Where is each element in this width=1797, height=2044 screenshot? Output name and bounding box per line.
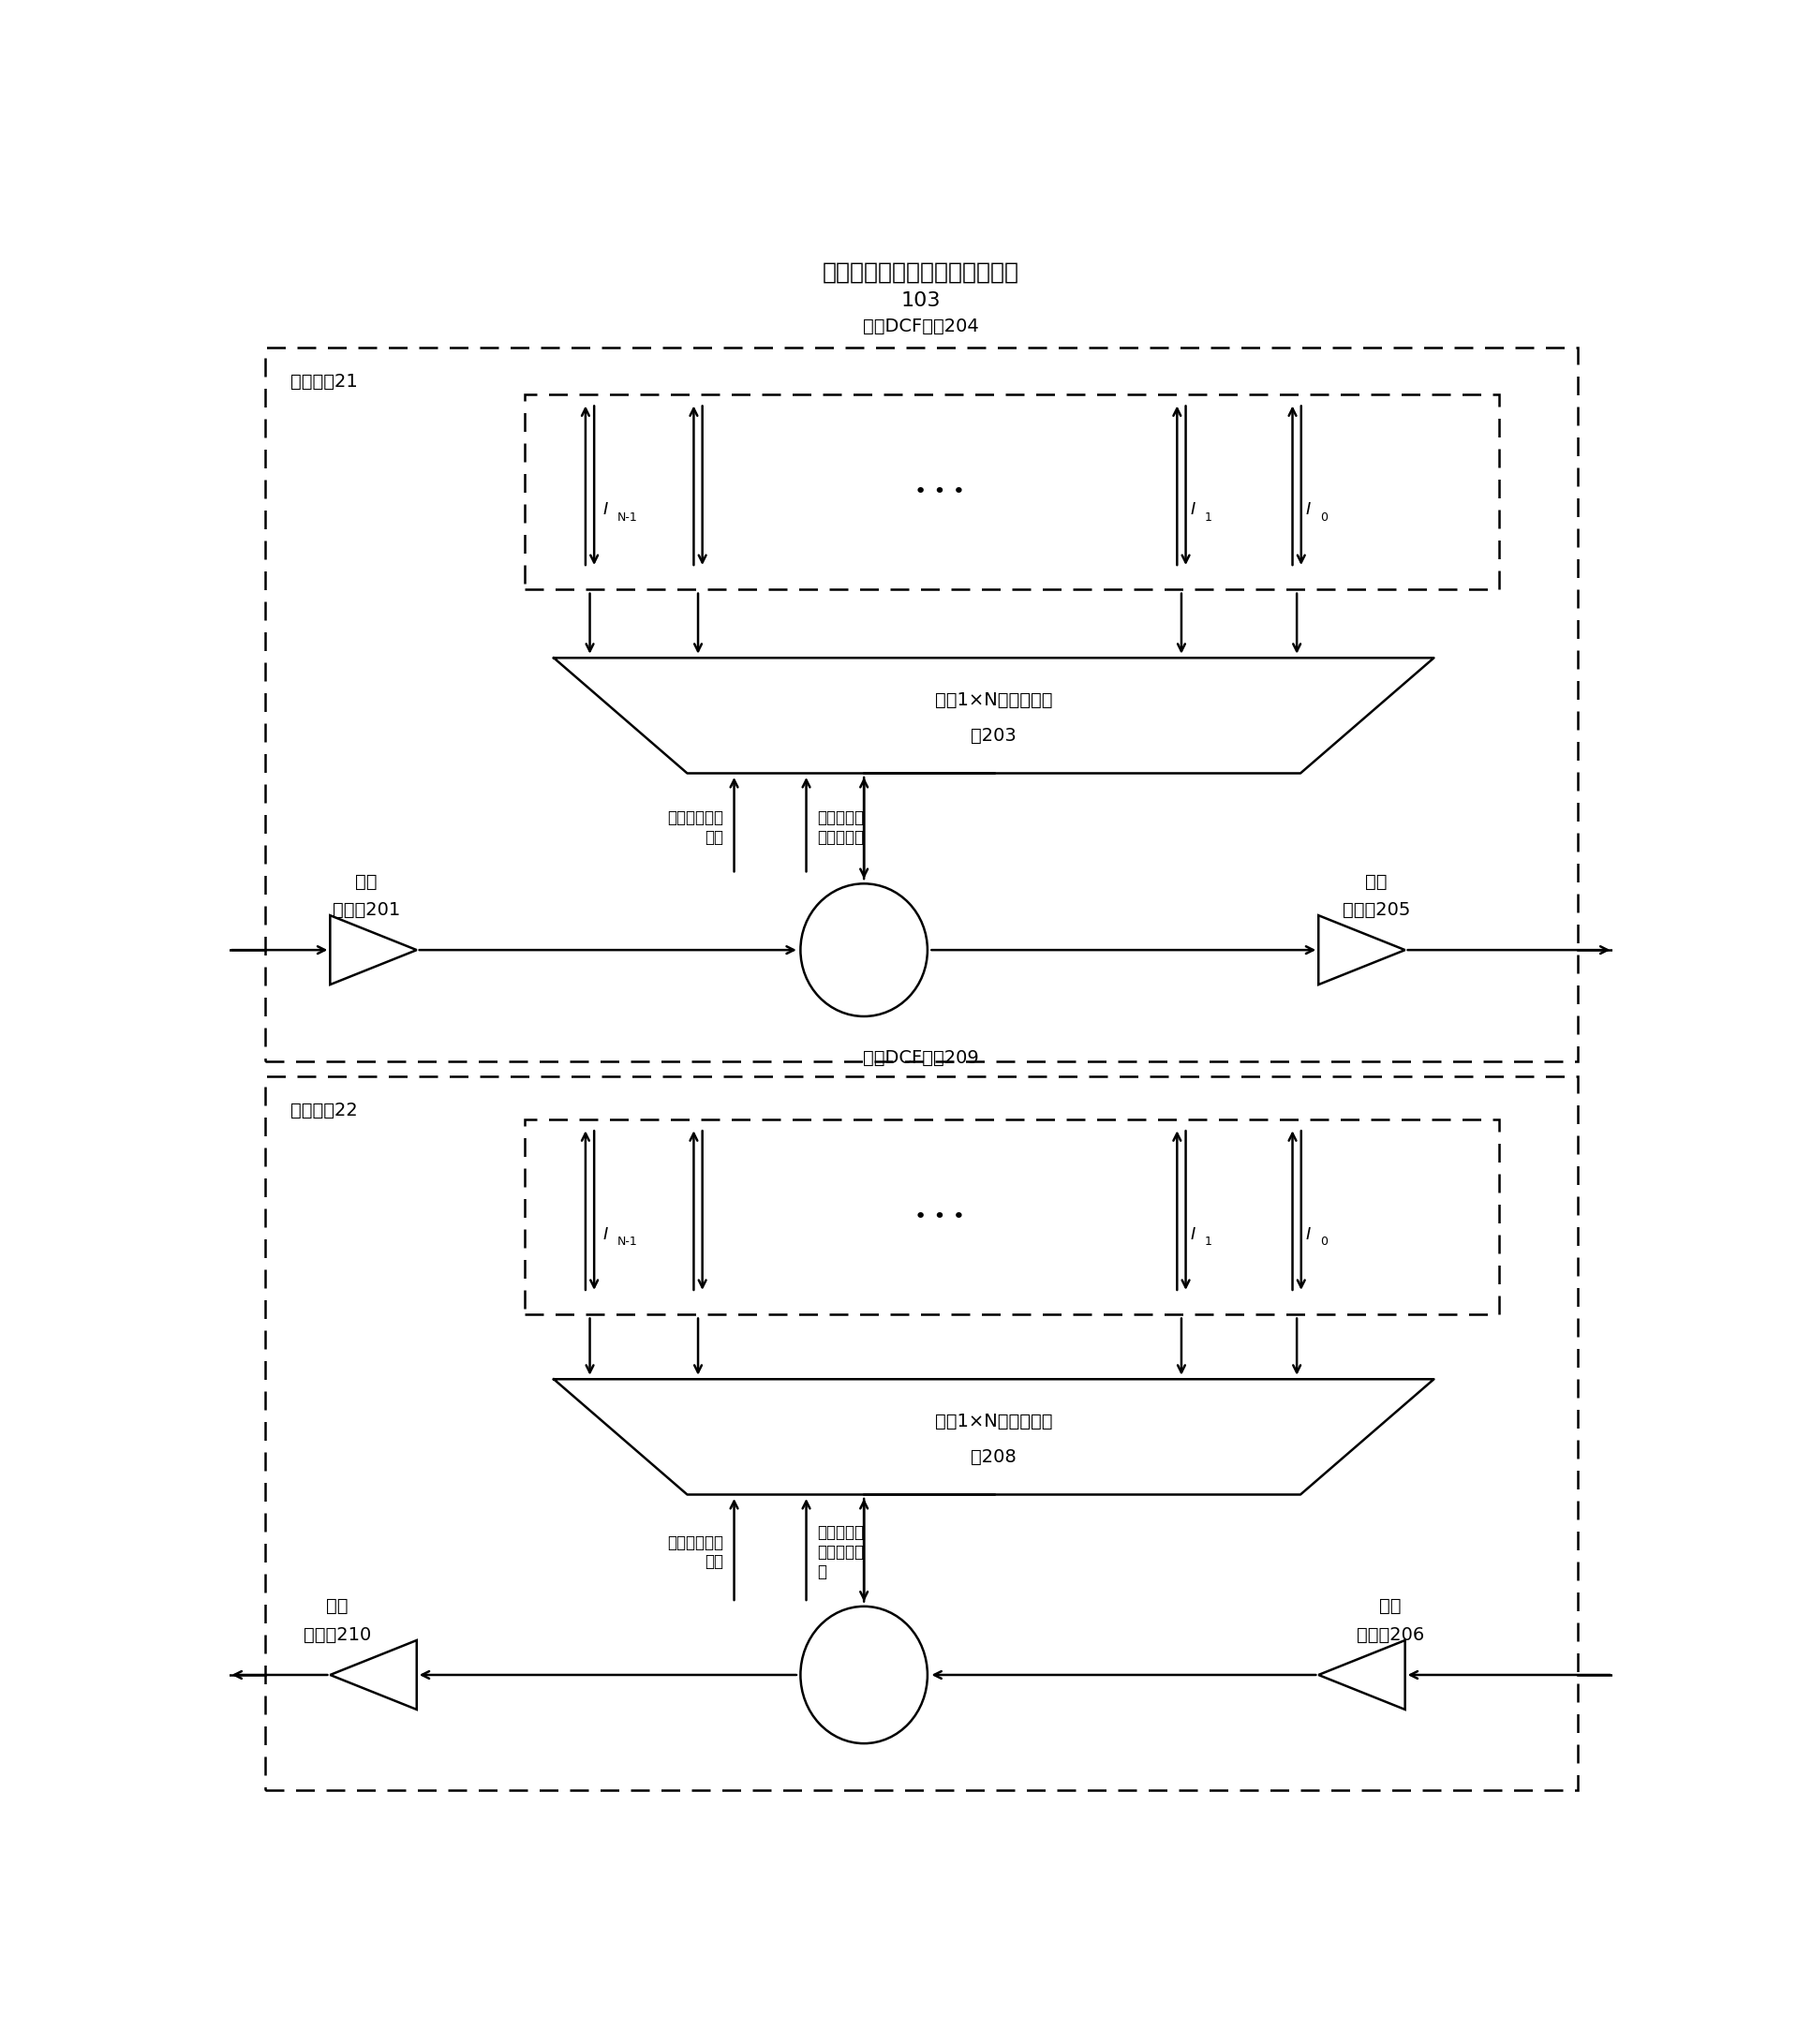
Text: 第一: 第一 (356, 873, 377, 891)
Text: 0: 0 (1321, 1237, 1328, 1249)
Text: 下行光纤拉远
距离: 下行光纤拉远 距离 (667, 1535, 722, 1570)
Text: 上行光纤拉远
距离: 上行光纤拉远 距离 (667, 809, 722, 846)
Text: 第二DCF阵列209: 第二DCF阵列209 (863, 1049, 979, 1067)
Text: N-1: N-1 (616, 511, 638, 523)
Text: 关208: 关208 (970, 1447, 1017, 1466)
Bar (266, 1077, 1578, 1791)
Bar (525, 1120, 1499, 1314)
Text: 1: 1 (1204, 1237, 1211, 1249)
Text: 第二环形: 第二环形 (845, 1643, 884, 1660)
Text: I: I (1305, 501, 1310, 519)
Text: 放大器206: 放大器206 (1357, 1627, 1425, 1643)
Text: 关203: 关203 (970, 728, 1017, 744)
Bar (525, 394, 1499, 589)
Text: I: I (1190, 1226, 1195, 1243)
Text: 放大器210: 放大器210 (304, 1627, 372, 1643)
Text: 第一1×N波长选择开: 第一1×N波长选择开 (934, 691, 1053, 709)
Text: 第二1×N波长选择开: 第二1×N波长选择开 (934, 1412, 1053, 1431)
Text: 下行波长信
道的光谱功
率: 下行波长信 道的光谱功 率 (818, 1525, 864, 1580)
Polygon shape (331, 1639, 417, 1709)
Text: I: I (1190, 501, 1195, 519)
Text: 第三: 第三 (1380, 1598, 1402, 1615)
Polygon shape (1319, 916, 1405, 985)
Polygon shape (331, 916, 417, 985)
Text: 拉远信道光纤色散功率均衡模块: 拉远信道光纤色散功率均衡模块 (823, 262, 1019, 284)
Text: 上行波长信
道的光功率: 上行波长信 道的光功率 (818, 809, 864, 846)
Text: 器: 器 (859, 1672, 870, 1688)
Text: • • •: • • • (915, 482, 965, 501)
Text: 207: 207 (848, 1701, 881, 1717)
Ellipse shape (800, 883, 927, 1016)
Text: I: I (1305, 1226, 1310, 1243)
Text: N-1: N-1 (616, 1237, 638, 1249)
Polygon shape (553, 1380, 1434, 1494)
Text: 202: 202 (848, 975, 881, 991)
Text: • • •: • • • (915, 1208, 965, 1226)
Text: 0: 0 (1321, 511, 1328, 523)
Text: 下行模块22: 下行模块22 (291, 1102, 358, 1120)
Text: 103: 103 (900, 292, 942, 311)
Text: 第二: 第二 (1366, 873, 1387, 891)
Ellipse shape (800, 1607, 927, 1744)
Polygon shape (553, 658, 1434, 773)
Text: I: I (602, 501, 607, 519)
Text: 放大器201: 放大器201 (332, 901, 401, 920)
Text: 放大器205: 放大器205 (1342, 901, 1411, 920)
Text: 第四: 第四 (327, 1598, 349, 1615)
Polygon shape (1319, 1639, 1405, 1709)
Text: I: I (602, 1226, 607, 1243)
Text: 器: 器 (859, 946, 870, 965)
Text: 上行模块21: 上行模块21 (291, 372, 358, 390)
Text: 1: 1 (1204, 511, 1211, 523)
Text: 第一DCF阵列204: 第一DCF阵列204 (863, 317, 979, 335)
Text: 第一环形: 第一环形 (845, 918, 884, 936)
Bar (266, 347, 1578, 1061)
